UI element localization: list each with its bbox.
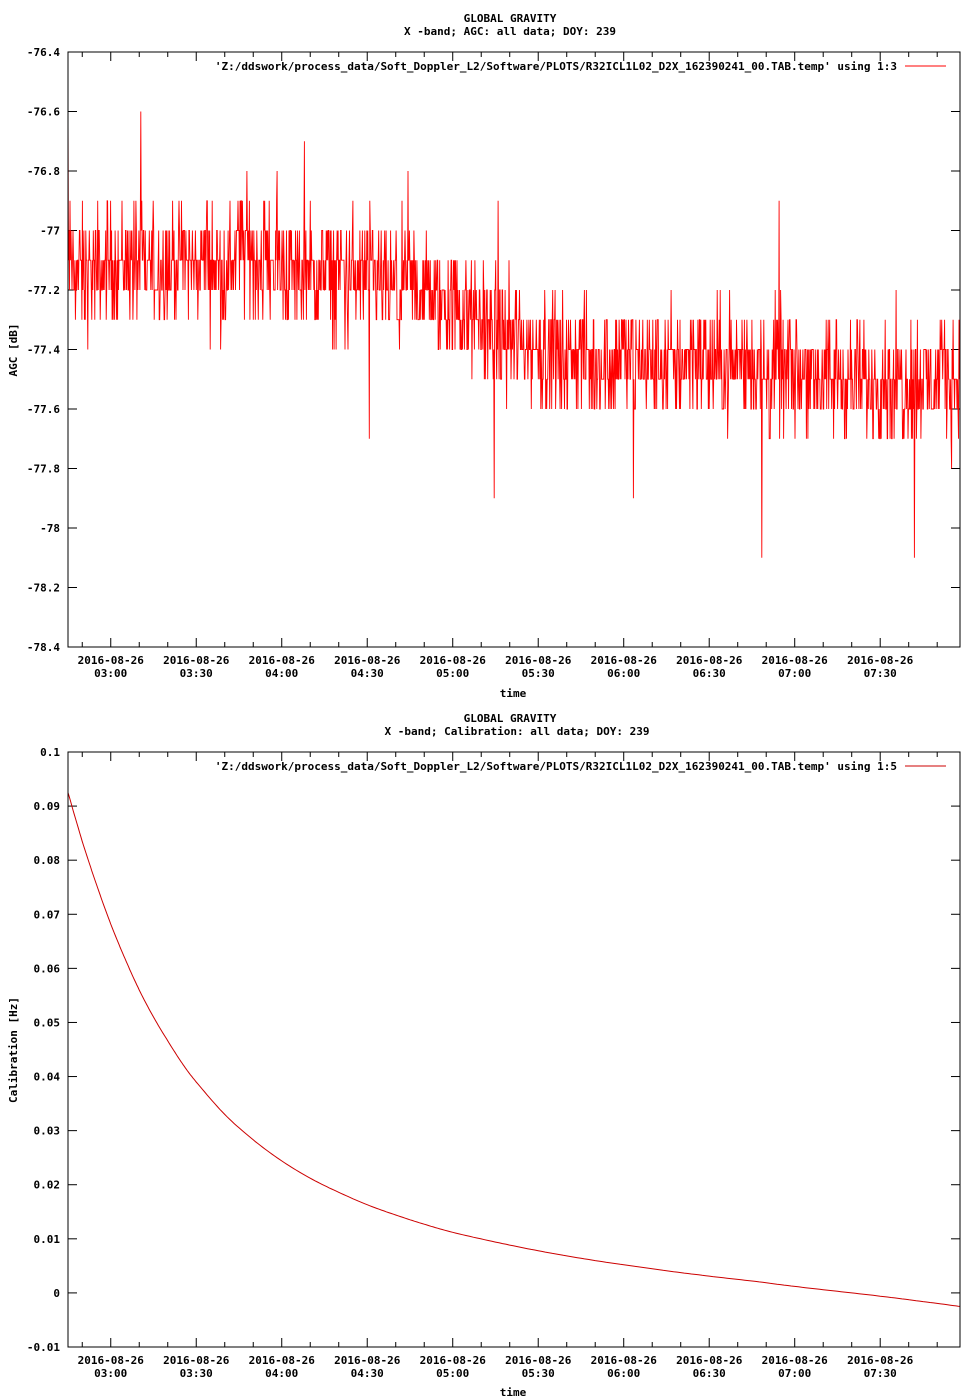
- x-tick-time-label: 06:00: [607, 1367, 640, 1380]
- y-tick-label: -78.4: [27, 641, 60, 654]
- y-tick-label: -76.6: [27, 106, 60, 119]
- x-tick-time-label: 05:30: [522, 667, 555, 680]
- agc-chart-title: GLOBAL GRAVITY: [464, 12, 557, 25]
- x-tick-date-label: 2016-08-26: [762, 654, 829, 667]
- x-tick-time-label: 04:00: [265, 667, 298, 680]
- calibration-plot-frame: [67, 751, 961, 1348]
- agc-y-ticks: -76.4 -76.6 -76.8 -77 -77.2 -77.4 -77.6 -77.8 -7…: [27, 46, 960, 654]
- agc-chart-subtitle: X -band; AGC: all data; DOY: 239: [404, 25, 616, 38]
- y-tick-label: -0.01: [27, 1341, 60, 1354]
- y-tick-label: 0.1: [40, 746, 60, 759]
- x-tick-date-label: 2016-08-26: [420, 654, 487, 667]
- calibration-chart: GLOBAL GRAVITY X -band; Calibration: all…: [7, 712, 961, 1399]
- x-tick-date-label: 2016-08-26: [762, 1354, 829, 1367]
- y-tick-label: -77: [40, 225, 60, 238]
- x-tick-time-label: 03:30: [180, 1367, 213, 1380]
- x-tick-time-label: 04:00: [265, 1367, 298, 1380]
- x-tick-time-label: 05:00: [436, 667, 469, 680]
- x-tick-date-label: 2016-08-26: [591, 654, 658, 667]
- x-tick-time-label: 03:00: [94, 667, 127, 680]
- x-tick-date-label: 2016-08-26: [334, 1354, 401, 1367]
- agc-series-polyline: [67, 111, 961, 558]
- y-tick-label: 0.05: [34, 1016, 61, 1029]
- calibration-chart-title: GLOBAL GRAVITY: [464, 712, 557, 725]
- x-tick-time-label: 06:30: [693, 667, 726, 680]
- calibration-chart-subtitle: X -band; Calibration: all data; DOY: 239: [385, 725, 650, 738]
- calibration-x-ticks: 2016-08-2603:002016-08-2603:302016-08-26…: [78, 752, 938, 1380]
- y-tick-label: -78.2: [27, 582, 60, 595]
- x-tick-time-label: 04:30: [351, 1367, 384, 1380]
- y-tick-label: 0.01: [34, 1233, 61, 1246]
- x-tick-date-label: 2016-08-26: [420, 1354, 487, 1367]
- x-tick-date-label: 2016-08-26: [847, 654, 914, 667]
- calibration-legend-label: 'Z:/ddswork/process_data/Soft_Doppler_L2…: [215, 760, 897, 773]
- y-tick-label: -77.2: [27, 284, 60, 297]
- agc-plot-frame: [67, 51, 961, 648]
- y-tick-label: -76.8: [27, 165, 60, 178]
- x-tick-date-label: 2016-08-26: [249, 654, 316, 667]
- x-tick-date-label: 2016-08-26: [505, 654, 572, 667]
- x-tick-time-label: 03:30: [180, 667, 213, 680]
- x-tick-time-label: 04:30: [351, 667, 384, 680]
- y-tick-label: -77.6: [27, 403, 60, 416]
- calibration-y-ticks: 0.1 0.09 0.08 0.07 0.06 0.05 0.04 0.03 0.02 0.01 0…: [27, 746, 960, 1354]
- x-tick-date-label: 2016-08-26: [78, 1354, 145, 1367]
- x-tick-date-label: 2016-08-26: [676, 1354, 743, 1367]
- x-tick-time-label: 06:30: [693, 1367, 726, 1380]
- x-tick-time-label: 05:00: [436, 1367, 469, 1380]
- calibration-series-polyline: [67, 792, 961, 1307]
- agc-legend-label: 'Z:/ddswork/process_data/Soft_Doppler_L2…: [215, 60, 897, 73]
- x-tick-time-label: 07:30: [864, 1367, 897, 1380]
- x-tick-time-label: 07:30: [864, 667, 897, 680]
- x-tick-time-label: 06:00: [607, 667, 640, 680]
- x-tick-date-label: 2016-08-26: [163, 1354, 230, 1367]
- agc-chart: GLOBAL GRAVITY X -band; AGC: all data; D…: [7, 12, 961, 700]
- y-tick-label: 0.09: [34, 800, 61, 813]
- y-tick-label: 0.02: [34, 1179, 61, 1192]
- x-tick-time-label: 03:00: [94, 1367, 127, 1380]
- agc-series-line: [67, 111, 961, 558]
- y-tick-label: 0: [53, 1287, 60, 1300]
- y-tick-label: -77.8: [27, 463, 60, 476]
- y-tick-label: -76.4: [27, 46, 60, 59]
- x-tick-date-label: 2016-08-26: [249, 1354, 316, 1367]
- y-tick-label: -77.4: [27, 344, 60, 357]
- agc-y-axis-label: AGC [dB]: [7, 324, 20, 377]
- x-tick-time-label: 07:00: [778, 667, 811, 680]
- x-tick-date-label: 2016-08-26: [591, 1354, 658, 1367]
- calibration-x-axis-label: time: [500, 1386, 527, 1399]
- x-tick-time-label: 05:30: [522, 1367, 555, 1380]
- y-tick-label: 0.08: [34, 854, 61, 867]
- x-tick-date-label: 2016-08-26: [505, 1354, 572, 1367]
- agc-x-axis-label: time: [500, 687, 527, 700]
- y-tick-label: 0.04: [34, 1071, 61, 1084]
- x-tick-date-label: 2016-08-26: [847, 1354, 914, 1367]
- y-tick-label: 0.06: [34, 962, 61, 975]
- y-tick-label: 0.07: [34, 908, 61, 921]
- x-tick-date-label: 2016-08-26: [334, 654, 401, 667]
- x-tick-date-label: 2016-08-26: [676, 654, 743, 667]
- x-tick-time-label: 07:00: [778, 1367, 811, 1380]
- calibration-series-line: [67, 792, 961, 1307]
- calibration-y-axis-label: Calibration [Hz]: [7, 997, 20, 1103]
- x-tick-date-label: 2016-08-26: [163, 654, 230, 667]
- agc-x-ticks: 2016-08-2603:002016-08-2603:302016-08-26…: [78, 52, 938, 680]
- x-tick-date-label: 2016-08-26: [78, 654, 145, 667]
- y-tick-label: 0.03: [34, 1125, 61, 1138]
- y-tick-label: -78: [40, 522, 60, 535]
